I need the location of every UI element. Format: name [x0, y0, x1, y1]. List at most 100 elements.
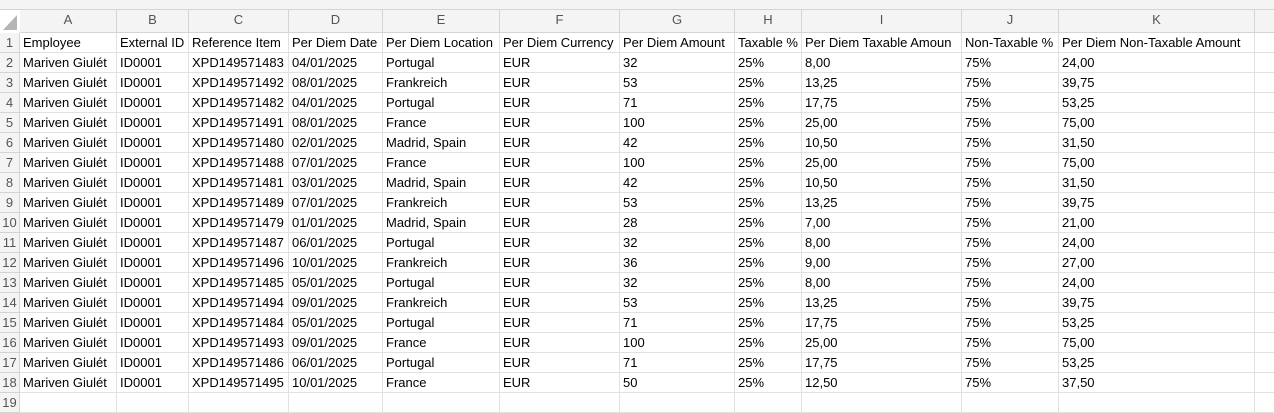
cell[interactable]: 75% — [962, 273, 1059, 293]
cell[interactable]: 25% — [735, 193, 802, 213]
row-header[interactable]: 19 — [0, 393, 20, 413]
cell[interactable]: 24,00 — [1059, 233, 1255, 253]
cell[interactable]: 25% — [735, 313, 802, 333]
cell[interactable] — [1255, 213, 1274, 233]
cell[interactable]: External ID — [117, 33, 189, 53]
cell[interactable]: Frankreich — [383, 293, 500, 313]
cell[interactable]: 07/01/2025 — [289, 153, 383, 173]
cell[interactable]: 17,75 — [802, 353, 962, 373]
cell[interactable]: Per Diem Location — [383, 33, 500, 53]
cell[interactable]: 09/01/2025 — [289, 333, 383, 353]
cell[interactable]: 25% — [735, 73, 802, 93]
cell[interactable]: 53,25 — [1059, 93, 1255, 113]
row-header[interactable]: 4 — [0, 93, 20, 113]
cell[interactable] — [1255, 53, 1274, 73]
cell[interactable]: 13,25 — [802, 293, 962, 313]
cell[interactable]: 03/01/2025 — [289, 173, 383, 193]
cell[interactable]: ID0001 — [117, 113, 189, 133]
cell[interactable]: 75% — [962, 293, 1059, 313]
column-header[interactable]: B — [117, 10, 189, 33]
cell[interactable]: EUR — [500, 313, 620, 333]
cell[interactable]: Mariven Giulét — [20, 133, 117, 153]
row-header[interactable]: 16 — [0, 333, 20, 353]
cell[interactable]: XPD149571495 — [189, 373, 289, 393]
cell[interactable]: XPD149571486 — [189, 353, 289, 373]
cell[interactable]: Madrid, Spain — [383, 133, 500, 153]
cell[interactable]: ID0001 — [117, 153, 189, 173]
cell[interactable]: Frankreich — [383, 253, 500, 273]
cell[interactable]: 53 — [620, 73, 735, 93]
cell[interactable]: 06/01/2025 — [289, 233, 383, 253]
cell[interactable]: Taxable % — [735, 33, 802, 53]
cell[interactable]: 24,00 — [1059, 273, 1255, 293]
cell[interactable]: EUR — [500, 233, 620, 253]
column-header[interactable]: I — [802, 10, 962, 33]
cell[interactable]: Portugal — [383, 273, 500, 293]
cell[interactable] — [1255, 193, 1274, 213]
cell[interactable]: 31,50 — [1059, 133, 1255, 153]
cell[interactable]: ID0001 — [117, 173, 189, 193]
cell[interactable]: Mariven Giulét — [20, 113, 117, 133]
cell[interactable]: 75% — [962, 73, 1059, 93]
cell[interactable]: 8,00 — [802, 233, 962, 253]
cell[interactable]: 37,50 — [1059, 373, 1255, 393]
cell[interactable]: 75% — [962, 353, 1059, 373]
cell[interactable]: ID0001 — [117, 313, 189, 333]
cell[interactable]: 75% — [962, 153, 1059, 173]
cell[interactable]: EUR — [500, 53, 620, 73]
cell[interactable]: ID0001 — [117, 193, 189, 213]
cell[interactable] — [1255, 33, 1274, 53]
row-header[interactable]: 9 — [0, 193, 20, 213]
cell[interactable]: 9,00 — [802, 253, 962, 273]
cell[interactable] — [620, 393, 735, 413]
cell[interactable]: 13,25 — [802, 73, 962, 93]
cell[interactable]: 25% — [735, 373, 802, 393]
cell[interactable]: EUR — [500, 133, 620, 153]
cell[interactable]: ID0001 — [117, 233, 189, 253]
cell[interactable]: Employee — [20, 33, 117, 53]
cell[interactable]: 39,75 — [1059, 293, 1255, 313]
cell[interactable] — [189, 393, 289, 413]
cell[interactable]: XPD149571483 — [189, 53, 289, 73]
cell[interactable]: 75% — [962, 133, 1059, 153]
row-header[interactable]: 11 — [0, 233, 20, 253]
cell[interactable]: Portugal — [383, 233, 500, 253]
cell[interactable]: 25% — [735, 53, 802, 73]
cell[interactable]: 39,75 — [1059, 73, 1255, 93]
cell[interactable] — [1255, 153, 1274, 173]
cell[interactable]: XPD149571496 — [189, 253, 289, 273]
cell[interactable]: Mariven Giulét — [20, 373, 117, 393]
cell[interactable]: ID0001 — [117, 293, 189, 313]
cell[interactable]: 25,00 — [802, 333, 962, 353]
cell[interactable]: France — [383, 373, 500, 393]
cell[interactable]: Mariven Giulét — [20, 293, 117, 313]
cell[interactable]: 10/01/2025 — [289, 253, 383, 273]
cell[interactable]: 8,00 — [802, 273, 962, 293]
cell[interactable]: 25% — [735, 333, 802, 353]
cell[interactable]: ID0001 — [117, 333, 189, 353]
cell[interactable]: Mariven Giulét — [20, 313, 117, 333]
cell[interactable]: France — [383, 113, 500, 133]
cell[interactable]: 05/01/2025 — [289, 273, 383, 293]
cell[interactable]: 75% — [962, 213, 1059, 233]
cell[interactable]: XPD149571492 — [189, 73, 289, 93]
cell[interactable]: Per Diem Date — [289, 33, 383, 53]
cell[interactable]: 42 — [620, 173, 735, 193]
cell[interactable]: 25% — [735, 93, 802, 113]
cell[interactable]: 09/01/2025 — [289, 293, 383, 313]
column-header[interactable]: G — [620, 10, 735, 33]
cell[interactable]: 25% — [735, 233, 802, 253]
cell[interactable] — [735, 393, 802, 413]
cell[interactable]: 75% — [962, 193, 1059, 213]
cell[interactable]: Per Diem Taxable Amoun — [802, 33, 962, 53]
column-header[interactable]: F — [500, 10, 620, 33]
cell[interactable] — [1255, 313, 1274, 333]
cell[interactable]: EUR — [500, 253, 620, 273]
cell[interactable]: EUR — [500, 73, 620, 93]
cell[interactable]: Non-Taxable % — [962, 33, 1059, 53]
row-header[interactable]: 12 — [0, 253, 20, 273]
cell[interactable]: Mariven Giulét — [20, 73, 117, 93]
cell[interactable]: Frankreich — [383, 193, 500, 213]
cell[interactable]: Portugal — [383, 53, 500, 73]
cell[interactable] — [500, 393, 620, 413]
